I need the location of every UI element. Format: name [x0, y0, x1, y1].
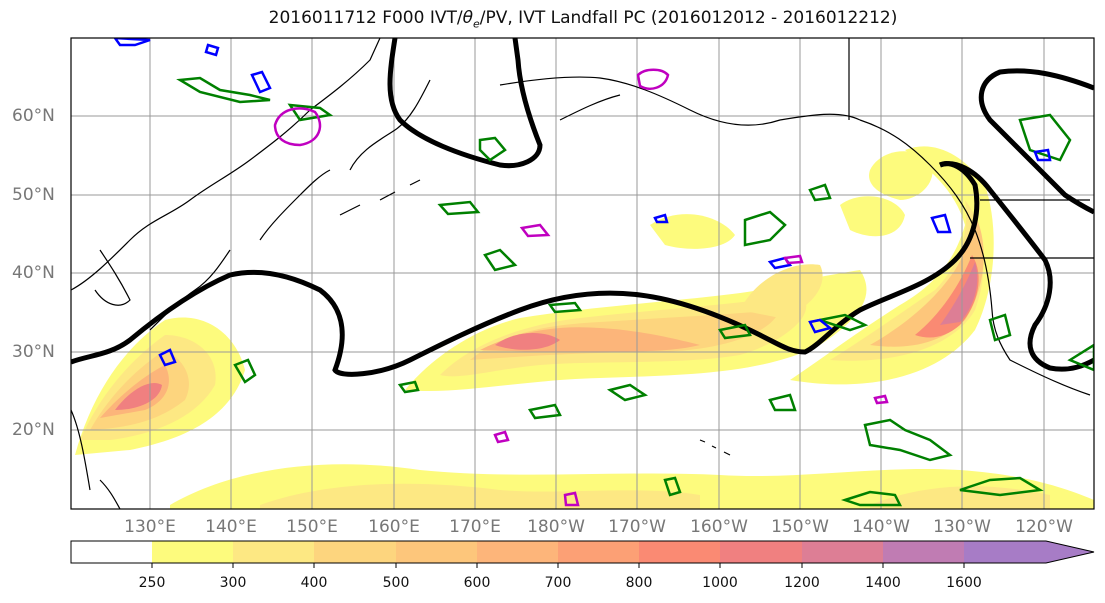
lon-label-160e: 160°E — [368, 517, 420, 537]
lat-label-40n: 40°N — [12, 263, 55, 283]
colorbar-segment — [314, 541, 396, 563]
lon-label-150e: 150°E — [286, 517, 338, 537]
colorbar-segment — [477, 541, 558, 563]
colorbar-tick-label: 1400 — [865, 575, 901, 591]
colorbar-tick-label: 1000 — [702, 575, 738, 591]
lon-label-140w: 140°W — [852, 517, 910, 537]
colorbar-tick-label: 300 — [219, 575, 247, 591]
pv-contours — [71, 38, 1094, 377]
colorbar-tick-label: 700 — [544, 575, 572, 591]
colorbar-tick-label: 400 — [300, 575, 328, 591]
colorbar-segment — [558, 541, 639, 563]
lat-label-60n: 60°N — [12, 106, 55, 126]
lat-label-50n: 50°N — [12, 185, 55, 205]
lat-label-30n: 30°N — [12, 342, 55, 362]
lon-label-170w: 170°W — [608, 517, 666, 537]
colorbar-tick-label: 500 — [382, 575, 410, 591]
colorbar-tick-label: 1600 — [946, 575, 982, 591]
colorbar-tick-label: 1200 — [784, 575, 820, 591]
theta-e-contours — [176, 76, 1094, 507]
blue-contours — [113, 38, 1052, 367]
lon-label-180w: 180°W — [527, 517, 585, 537]
lon-label-120w: 120°W — [1015, 517, 1073, 537]
colorbar-outline — [70, 540, 1095, 564]
colorbar-segment — [883, 541, 964, 563]
colorbar-tick-label: 600 — [463, 575, 491, 591]
lat-label-20n: 20°N — [12, 420, 55, 440]
lon-label-160w: 160°W — [690, 517, 748, 537]
map-frame — [70, 37, 1095, 510]
colorbar — [70, 540, 1095, 568]
colorbar-segment — [720, 541, 802, 563]
colorbar-segment — [639, 541, 720, 563]
colorbar-segment — [152, 541, 233, 563]
lon-label-130w: 130°W — [933, 517, 991, 537]
colorbar-segment — [233, 541, 314, 563]
ivt-filled-field — [75, 146, 1094, 509]
page-title: 2016011712 F000 IVT/θe/PV, IVT Landfall … — [268, 8, 898, 31]
magenta-contours — [273, 68, 889, 507]
colorbar-tick-label: 800 — [625, 575, 653, 591]
lon-label-150w: 150°W — [771, 517, 829, 537]
colorbar-segment — [802, 541, 883, 563]
lon-label-140e: 140°E — [205, 517, 257, 537]
lon-label-130e: 130°E — [124, 517, 176, 537]
colorbar-extend-arrow — [964, 541, 1094, 563]
colorbar-tick-label: 250 — [138, 575, 166, 591]
coastlines — [71, 38, 1094, 509]
colorbar-segment — [396, 541, 477, 563]
lon-label-170e: 170°E — [449, 517, 501, 537]
map-gridlines — [71, 38, 1094, 509]
colorbar-segment — [71, 541, 152, 563]
